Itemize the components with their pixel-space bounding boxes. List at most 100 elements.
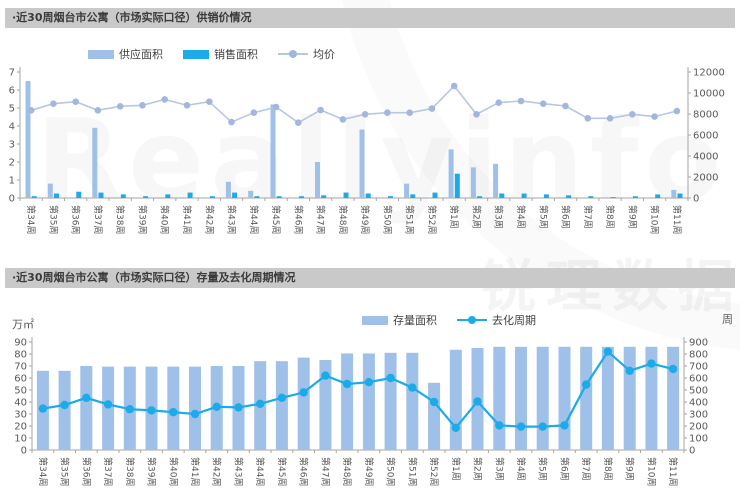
svg-text:第51周: 第51周 [406, 457, 418, 486]
svg-text:第34周: 第34周 [37, 457, 49, 486]
legend-item-supply: 供应面积 [88, 46, 163, 62]
legend-label-sales: 销售面积 [214, 48, 258, 61]
svg-text:第11周: 第11周 [671, 205, 683, 234]
svg-text:第1周: 第1周 [448, 205, 460, 229]
svg-text:800: 800 [689, 350, 708, 361]
svg-text:第48周: 第48周 [337, 205, 349, 234]
svg-text:第52周: 第52周 [428, 457, 440, 486]
chart2-title: ·近30周烟台市公寓（市场实际口径）存量及去化周期情况 [5, 268, 735, 288]
svg-text:2000: 2000 [693, 173, 718, 184]
svg-text:0: 0 [693, 194, 699, 205]
chart1-title: ·近30周烟台市公寓（市场实际口径）供销价情况 [5, 8, 735, 28]
svg-text:第2周: 第2周 [471, 205, 483, 229]
svg-text:第9周: 第9周 [624, 457, 636, 481]
svg-text:第42周: 第42周 [211, 457, 223, 486]
svg-text:第8周: 第8周 [604, 205, 616, 229]
svg-text:第44周: 第44周 [254, 457, 266, 486]
svg-text:第39周: 第39周 [137, 205, 149, 234]
svg-text:第5周: 第5周 [537, 205, 549, 229]
svg-text:7: 7 [9, 68, 15, 79]
svg-text:第43周: 第43周 [233, 457, 245, 486]
sales-swatch-icon [183, 49, 209, 59]
svg-text:第6周: 第6周 [560, 205, 572, 229]
legend-label-inventory: 存量面积 [393, 314, 437, 327]
inventory-cycle-chart: 0102030405060708090010020030040050060070… [14, 337, 708, 486]
svg-text:第45周: 第45周 [270, 205, 282, 234]
svg-text:第48周: 第48周 [341, 457, 353, 486]
svg-text:40: 40 [14, 398, 27, 409]
svg-text:0: 0 [689, 446, 695, 457]
svg-text:第1周: 第1周 [450, 457, 462, 481]
legend-item-price: 均价 [278, 46, 335, 62]
svg-text:第41周: 第41周 [181, 205, 193, 234]
svg-text:20: 20 [14, 422, 27, 433]
svg-text:第46周: 第46周 [298, 457, 310, 486]
svg-text:10: 10 [14, 434, 27, 445]
svg-text:第47周: 第47周 [319, 457, 331, 486]
svg-text:600: 600 [689, 374, 708, 385]
svg-text:6000: 6000 [693, 131, 718, 142]
svg-text:第9周: 第9周 [626, 205, 638, 229]
svg-text:第7周: 第7周 [580, 457, 592, 481]
svg-text:第4周: 第4周 [515, 457, 527, 481]
svg-text:90: 90 [14, 338, 27, 349]
svg-text:第46周: 第46周 [292, 205, 304, 234]
inventory-swatch-icon [362, 315, 388, 325]
legend-label-cycle: 去化周期 [492, 314, 536, 327]
svg-text:第34周: 第34周 [25, 205, 37, 234]
svg-text:70: 70 [14, 362, 27, 373]
svg-text:10000: 10000 [693, 89, 725, 100]
svg-text:第49周: 第49周 [359, 205, 371, 234]
svg-text:8000: 8000 [693, 110, 718, 121]
svg-text:第4周: 第4周 [515, 205, 527, 229]
svg-text:第47周: 第47周 [315, 205, 327, 234]
svg-text:第37周: 第37周 [102, 457, 114, 486]
svg-text:30: 30 [14, 410, 27, 421]
svg-text:3: 3 [9, 140, 15, 151]
svg-text:第40周: 第40周 [167, 457, 179, 486]
svg-text:第36周: 第36周 [70, 205, 82, 234]
legend-label-price: 均价 [313, 48, 335, 61]
right-axis-unit-label: 周 [722, 313, 733, 326]
chart2-legend: 存量面积 去化周期 [362, 312, 536, 328]
svg-text:第10周: 第10周 [645, 457, 657, 486]
svg-text:1: 1 [9, 176, 15, 187]
svg-text:6: 6 [9, 86, 15, 97]
svg-text:12000: 12000 [693, 68, 725, 79]
svg-text:50: 50 [14, 386, 27, 397]
svg-text:第40周: 第40周 [159, 205, 171, 234]
svg-text:第10周: 第10周 [649, 205, 661, 234]
svg-text:第52周: 第52周 [426, 205, 438, 234]
svg-text:0: 0 [9, 194, 15, 205]
svg-text:第5周: 第5周 [537, 457, 549, 481]
svg-text:第51周: 第51周 [404, 205, 416, 234]
svg-text:4: 4 [9, 122, 15, 133]
legend-label-supply: 供应面积 [119, 48, 163, 61]
svg-text:300: 300 [689, 410, 708, 421]
svg-text:第7周: 第7周 [582, 205, 594, 229]
svg-text:第35周: 第35周 [47, 205, 59, 234]
svg-text:第35周: 第35周 [59, 457, 71, 486]
svg-text:700: 700 [689, 362, 708, 373]
chart1-legend: 供应面积 销售面积 均价 [88, 46, 335, 62]
price-line-swatch-icon [278, 49, 308, 59]
svg-text:第42周: 第42周 [203, 205, 215, 234]
svg-text:500: 500 [689, 386, 708, 397]
svg-text:4000: 4000 [693, 152, 718, 163]
svg-text:100: 100 [689, 434, 708, 445]
svg-text:400: 400 [689, 398, 708, 409]
svg-text:第8周: 第8周 [602, 457, 614, 481]
svg-text:第50周: 第50周 [381, 205, 393, 234]
svg-text:第50周: 第50周 [385, 457, 397, 486]
svg-text:第44周: 第44周 [248, 205, 260, 234]
svg-text:80: 80 [14, 350, 27, 361]
svg-text:第6周: 第6周 [559, 457, 571, 481]
svg-text:5: 5 [9, 104, 15, 115]
left-axis-unit-label: 万㎡ [12, 318, 34, 331]
supply-swatch-icon [88, 49, 114, 59]
svg-text:第45周: 第45周 [276, 457, 288, 486]
svg-text:第38周: 第38周 [124, 457, 136, 486]
svg-text:200: 200 [689, 422, 708, 433]
svg-text:第43周: 第43周 [226, 205, 238, 234]
